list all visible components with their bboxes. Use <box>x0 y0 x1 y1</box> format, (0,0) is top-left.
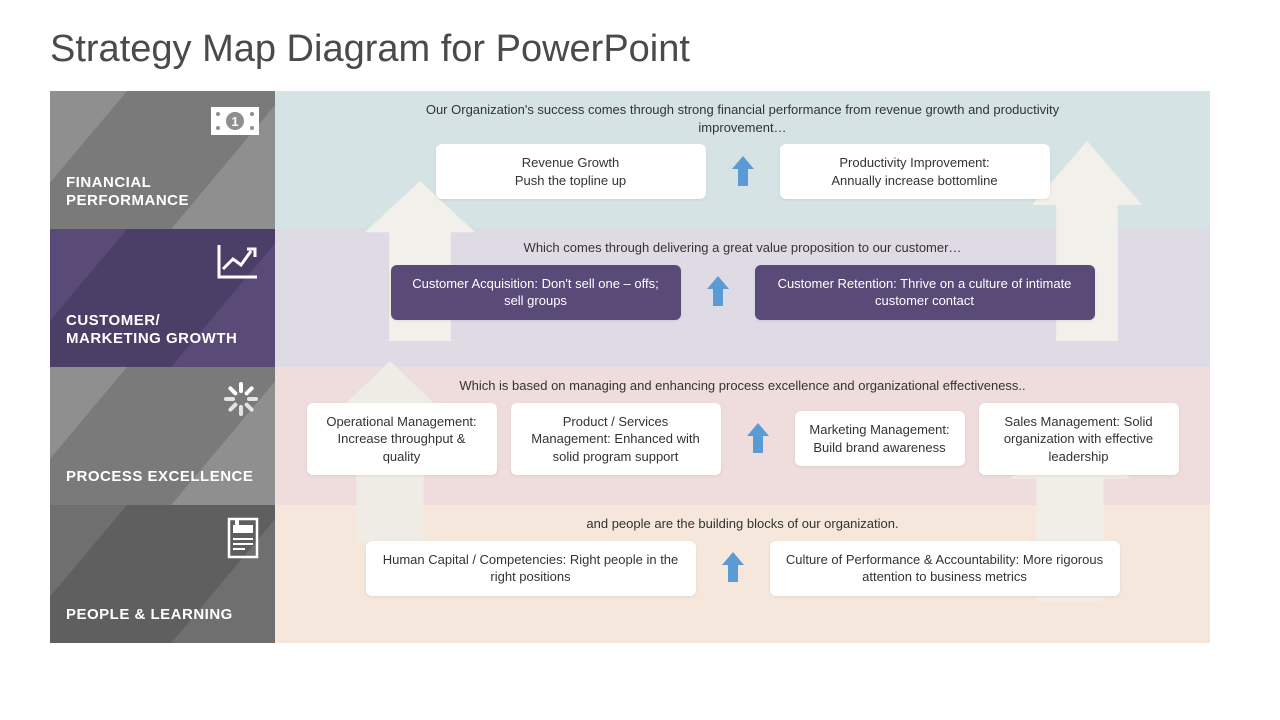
strategy-box: Marketing Management: Build brand awaren… <box>795 411 965 466</box>
strategy-box: Customer Retention: Thrive on a culture … <box>755 265 1095 320</box>
row-boxes: Operational Management: Increase through… <box>293 403 1192 476</box>
row-label-text: PROCESS EXCELLENCE <box>66 468 253 487</box>
gear-icon <box>221 379 261 424</box>
row-description: Which comes through delivering a great v… <box>524 239 962 257</box>
row-label-text: CUSTOMER/ MARKETING GROWTH <box>66 312 259 350</box>
strategy-box: Product / Services Management: Enhanced … <box>511 403 721 476</box>
row-content-people: and people are the building blocks of ou… <box>275 505 1210 643</box>
row-boxes: Human Capital / Competencies: Right peop… <box>293 541 1192 596</box>
row-description: Our Organization's success comes through… <box>393 101 1093 136</box>
row-description: Which is based on managing and enhancing… <box>459 377 1025 395</box>
strategy-map: 1 FINANCIAL PERFORMANCE Our Organization… <box>50 91 1210 643</box>
row-content-financial: Our Organization's success comes through… <box>275 91 1210 229</box>
row-label-people: PEOPLE & LEARNING <box>50 505 275 643</box>
row-content-process: Which is based on managing and enhancing… <box>275 367 1210 505</box>
up-arrow-icon <box>730 154 756 190</box>
money-icon: 1 <box>209 103 261 144</box>
up-arrow-icon <box>705 274 731 310</box>
row-label-financial: 1 FINANCIAL PERFORMANCE <box>50 91 275 229</box>
row-label-customer: CUSTOMER/ MARKETING GROWTH <box>50 229 275 367</box>
strategy-box: Revenue GrowthPush the topline up <box>436 144 706 199</box>
row-financial: 1 FINANCIAL PERFORMANCE Our Organization… <box>50 91 1210 229</box>
strategy-box: Productivity Improvement:Annually increa… <box>780 144 1050 199</box>
strategy-box: Culture of Performance & Accountability:… <box>770 541 1120 596</box>
slide-title: Strategy Map Diagram for PowerPoint <box>50 28 1230 71</box>
slide: Strategy Map Diagram for PowerPoint 1 FI… <box>0 0 1280 643</box>
chart-icon <box>215 241 261 286</box>
row-boxes: Customer Acquisition: Don't sell one – o… <box>293 265 1192 320</box>
strategy-box: Sales Management: Solid organization wit… <box>979 403 1179 476</box>
row-label-text: PEOPLE & LEARNING <box>66 606 233 625</box>
svg-text:1: 1 <box>231 114 238 129</box>
row-customer: CUSTOMER/ MARKETING GROWTH Which comes t… <box>50 229 1210 367</box>
row-people: PEOPLE & LEARNING and people are the bui… <box>50 505 1210 643</box>
row-description: and people are the building blocks of ou… <box>586 515 898 533</box>
row-content-customer: Which comes through delivering a great v… <box>275 229 1210 367</box>
row-label-text: FINANCIAL PERFORMANCE <box>66 174 259 212</box>
strategy-box: Customer Acquisition: Don't sell one – o… <box>391 265 681 320</box>
up-arrow-icon <box>720 550 746 586</box>
row-label-process: PROCESS EXCELLENCE <box>50 367 275 505</box>
row-process: PROCESS EXCELLENCE Which is based on man… <box>50 367 1210 505</box>
strategy-box: Human Capital / Competencies: Right peop… <box>366 541 696 596</box>
up-arrow-icon <box>745 421 771 457</box>
strategy-box: Operational Management: Increase through… <box>307 403 497 476</box>
doc-icon <box>225 517 261 566</box>
row-boxes: Revenue GrowthPush the topline up Produc… <box>293 144 1192 199</box>
